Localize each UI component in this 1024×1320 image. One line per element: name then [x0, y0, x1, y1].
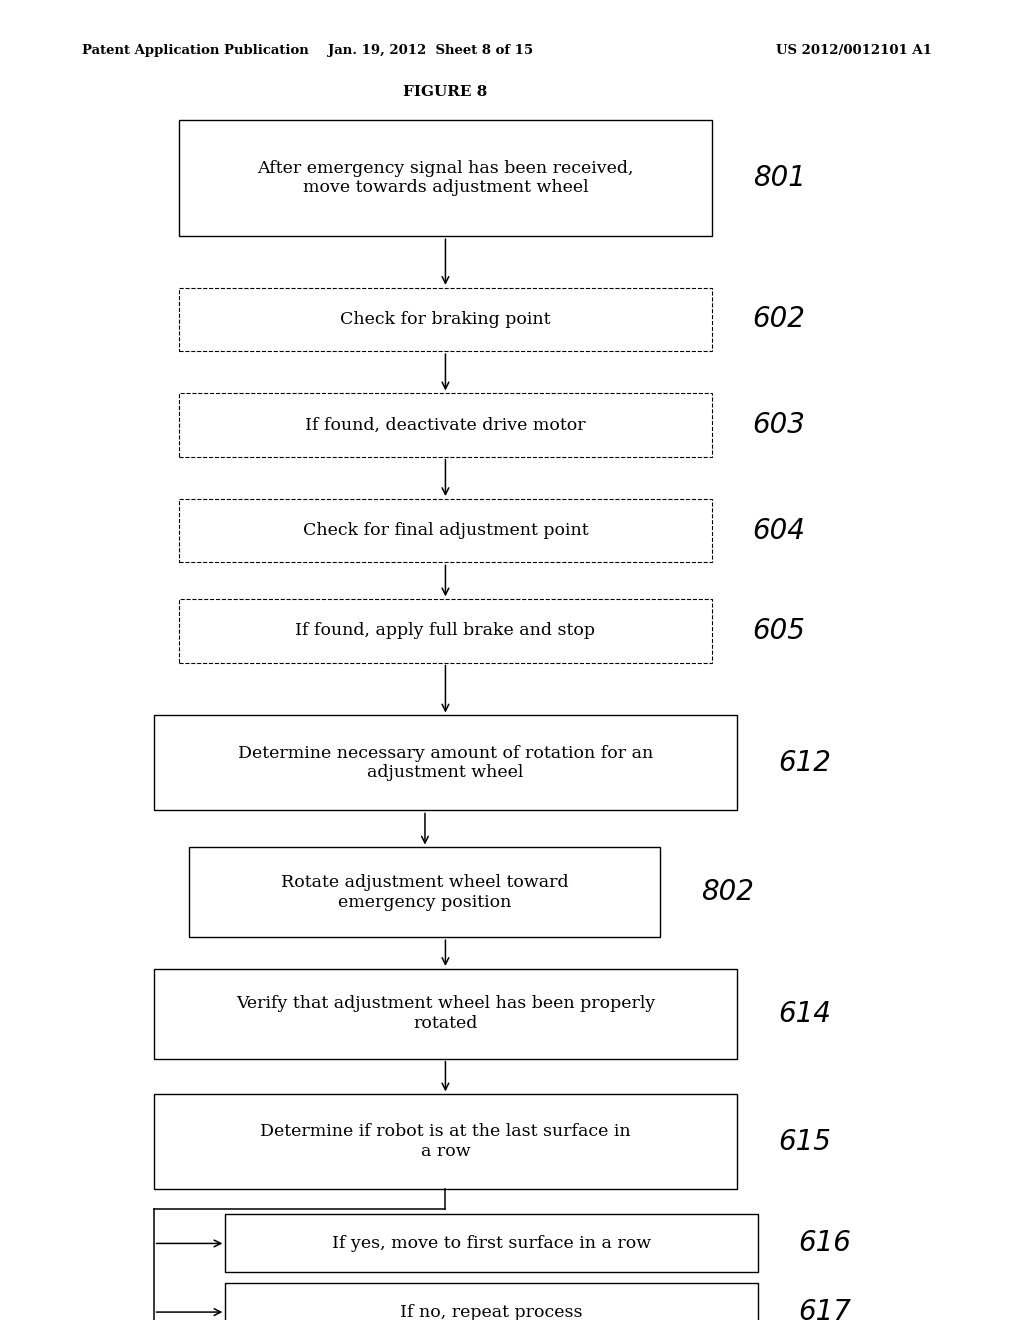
Text: Determine if robot is at the last surface in
a row: Determine if robot is at the last surfac…	[260, 1123, 631, 1160]
Text: After emergency signal has been received,
move towards adjustment wheel: After emergency signal has been received…	[257, 160, 634, 197]
Text: 616: 616	[799, 1229, 852, 1258]
Text: 603: 603	[753, 411, 806, 440]
Bar	[225, 1214, 758, 1272]
Text: 802: 802	[701, 878, 755, 907]
Text: Determine necessary amount of rotation for an
adjustment wheel: Determine necessary amount of rotation f…	[238, 744, 653, 781]
Bar	[154, 715, 737, 810]
Text: If found, apply full brake and stop: If found, apply full brake and stop	[296, 623, 595, 639]
Text: Patent Application Publication: Patent Application Publication	[82, 44, 308, 57]
Text: 605: 605	[753, 616, 806, 645]
Text: Check for braking point: Check for braking point	[340, 312, 551, 327]
Text: If no, repeat process: If no, repeat process	[400, 1304, 583, 1320]
Text: Verify that adjustment wheel has been properly
rotated: Verify that adjustment wheel has been pr…	[236, 995, 655, 1032]
Text: If found, deactivate drive motor: If found, deactivate drive motor	[305, 417, 586, 433]
Bar	[179, 393, 712, 457]
Bar	[154, 969, 737, 1059]
Text: 602: 602	[753, 305, 806, 334]
Bar	[179, 120, 712, 236]
Bar	[179, 288, 712, 351]
Text: US 2012/0012101 A1: US 2012/0012101 A1	[776, 44, 932, 57]
Text: 615: 615	[778, 1127, 831, 1156]
Text: 612: 612	[778, 748, 831, 777]
Bar	[179, 599, 712, 663]
Text: Jan. 19, 2012  Sheet 8 of 15: Jan. 19, 2012 Sheet 8 of 15	[328, 44, 532, 57]
Text: 617: 617	[799, 1298, 852, 1320]
Text: 614: 614	[778, 999, 831, 1028]
Text: Check for final adjustment point: Check for final adjustment point	[303, 523, 588, 539]
Bar	[225, 1283, 758, 1320]
Bar	[154, 1094, 737, 1189]
Text: 801: 801	[753, 164, 806, 193]
Text: Rotate adjustment wheel toward
emergency position: Rotate adjustment wheel toward emergency…	[282, 874, 568, 911]
Bar	[179, 499, 712, 562]
Text: 604: 604	[753, 516, 806, 545]
Text: If yes, move to first surface in a row: If yes, move to first surface in a row	[332, 1236, 651, 1251]
Bar	[189, 847, 660, 937]
Text: FIGURE 8: FIGURE 8	[403, 86, 487, 99]
